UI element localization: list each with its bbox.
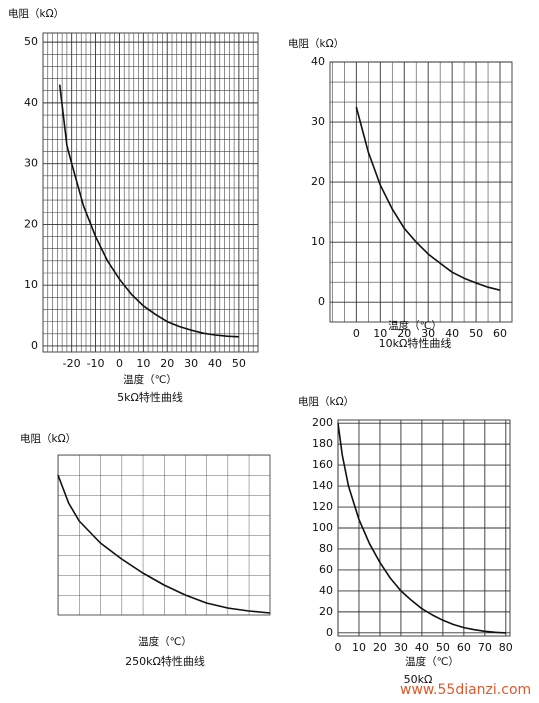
curve: [355, 106, 501, 291]
x-tick-label: 0: [353, 327, 360, 340]
y-tick-label: 100: [312, 521, 333, 534]
x-tick-label: 40: [415, 641, 429, 654]
x-tick-label: 30: [184, 357, 198, 370]
x-tick-label: 0: [335, 641, 342, 654]
x-tick-label: 10: [136, 357, 150, 370]
y-tick-label: 0: [326, 626, 333, 639]
curve: [337, 422, 506, 634]
x-tick-label: 50: [469, 327, 483, 340]
y-axis-label: 电阻（kΩ）: [288, 37, 344, 50]
x-tick-label: 50: [436, 641, 450, 654]
y-tick-label: 60: [319, 563, 333, 576]
x-tick-label: 20: [373, 641, 387, 654]
x-tick-label: 10: [352, 641, 366, 654]
chart-title: 50kΩ: [404, 673, 433, 686]
y-tick-label: 50: [24, 35, 38, 48]
x-axis-label: 温度（℃）: [388, 319, 442, 332]
x-tick-label: -10: [87, 357, 105, 370]
x-tick-label: 40: [445, 327, 459, 340]
x-tick-label: 30: [394, 641, 408, 654]
chart-title: 250kΩ特性曲线: [125, 654, 205, 668]
x-tick-label: -20: [63, 357, 81, 370]
x-axis-label: 温度（℃）: [405, 655, 459, 668]
x-axis-label: 温度（℃）: [138, 635, 192, 648]
y-tick-label: 30: [311, 115, 325, 128]
y-tick-label: 80: [319, 542, 333, 555]
x-tick-label: 80: [499, 641, 513, 654]
x-tick-label: 50: [232, 357, 246, 370]
y-tick-label: 30: [24, 157, 38, 170]
y-tick-label: 0: [31, 339, 38, 352]
x-tick-label: 60: [493, 327, 507, 340]
y-tick-label: 40: [24, 96, 38, 109]
y-tick-label: 10: [24, 278, 38, 291]
y-tick-label: 140: [312, 479, 333, 492]
x-tick-label: 30: [421, 327, 435, 340]
watermark: www.55dianzi.com: [400, 682, 531, 698]
x-tick-label: 10: [373, 327, 387, 340]
x-tick-label: 40: [208, 357, 222, 370]
curve: [58, 84, 239, 338]
x-tick-label: 20: [397, 327, 411, 340]
grid-pattern: [57, 454, 271, 616]
plot-frame: [329, 61, 513, 323]
y-axis-label: 电阻（kΩ）: [20, 432, 76, 445]
y-tick-label: 20: [24, 217, 38, 230]
y-axis-label: 电阻（kΩ）: [8, 7, 64, 20]
x-tick-label: 70: [478, 641, 492, 654]
y-tick-label: 0: [318, 295, 325, 308]
y-tick-label: 160: [312, 458, 333, 471]
y-tick-label: 200: [312, 416, 333, 429]
y-tick-label: 120: [312, 500, 333, 513]
chart-title: 10kΩ特性曲线: [379, 336, 452, 350]
x-tick-label: 20: [160, 357, 174, 370]
x-axis-label: 温度（℃）: [123, 373, 177, 386]
y-tick-label: 180: [312, 437, 333, 450]
x-tick-label: 60: [457, 641, 471, 654]
y-axis-label: 电阻（kΩ）: [298, 395, 354, 408]
y-tick-label: 20: [311, 175, 325, 188]
y-tick-label: 10: [311, 235, 325, 248]
y-tick-label: 40: [319, 584, 333, 597]
x-tick-label: 0: [116, 357, 123, 370]
y-tick-label: 40: [311, 55, 325, 68]
chart-title: 5kΩ特性曲线: [117, 390, 183, 404]
curve: [57, 474, 271, 614]
y-tick-label: 20: [319, 605, 333, 618]
plot-frame: [42, 32, 259, 353]
